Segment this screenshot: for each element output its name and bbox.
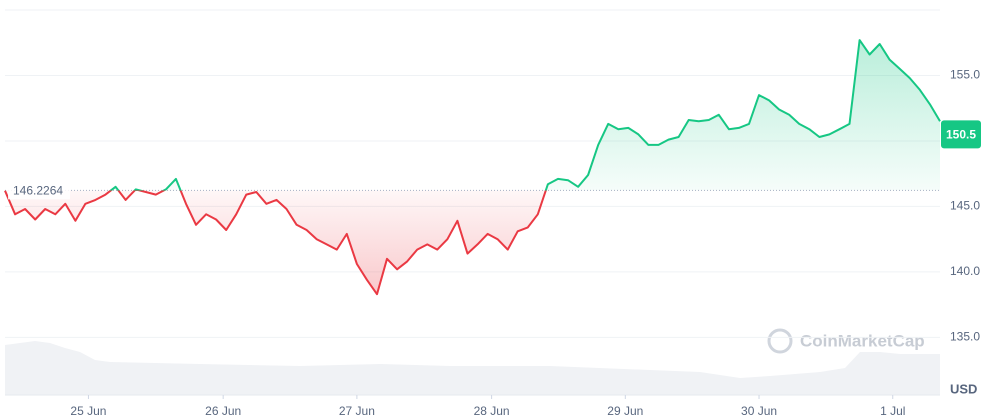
x-tick-label: 27 Jun: [339, 404, 375, 418]
reference-label-bg: [8, 181, 70, 200]
y-tick-label: 135.0: [950, 330, 980, 344]
current-price-label: 150.5: [946, 128, 976, 142]
x-tick-label: 29 Jun: [607, 404, 643, 418]
watermark-logo: [767, 328, 793, 354]
x-tick-label: 1 Jul: [880, 404, 905, 418]
watermark: CoinMarketCap: [767, 328, 925, 354]
y-tick-label: 145.0: [950, 199, 980, 213]
y-tick-label: 155.0: [950, 68, 980, 82]
x-tick-label: 30 Jun: [741, 404, 777, 418]
x-tick-label: 28 Jun: [474, 404, 510, 418]
x-tick-label: 25 Jun: [70, 404, 106, 418]
area-fill: [5, 40, 940, 295]
x-tick-label: 26 Jun: [205, 404, 241, 418]
y-unit: USD: [950, 381, 977, 396]
watermark-text: CoinMarketCap: [800, 331, 925, 350]
price-line: [4, 39, 941, 296]
reference-label: 146.2264: [13, 184, 63, 198]
y-tick-label: 140.0: [950, 264, 980, 278]
volume-area: [5, 341, 940, 395]
current-price-badge: [941, 120, 981, 149]
